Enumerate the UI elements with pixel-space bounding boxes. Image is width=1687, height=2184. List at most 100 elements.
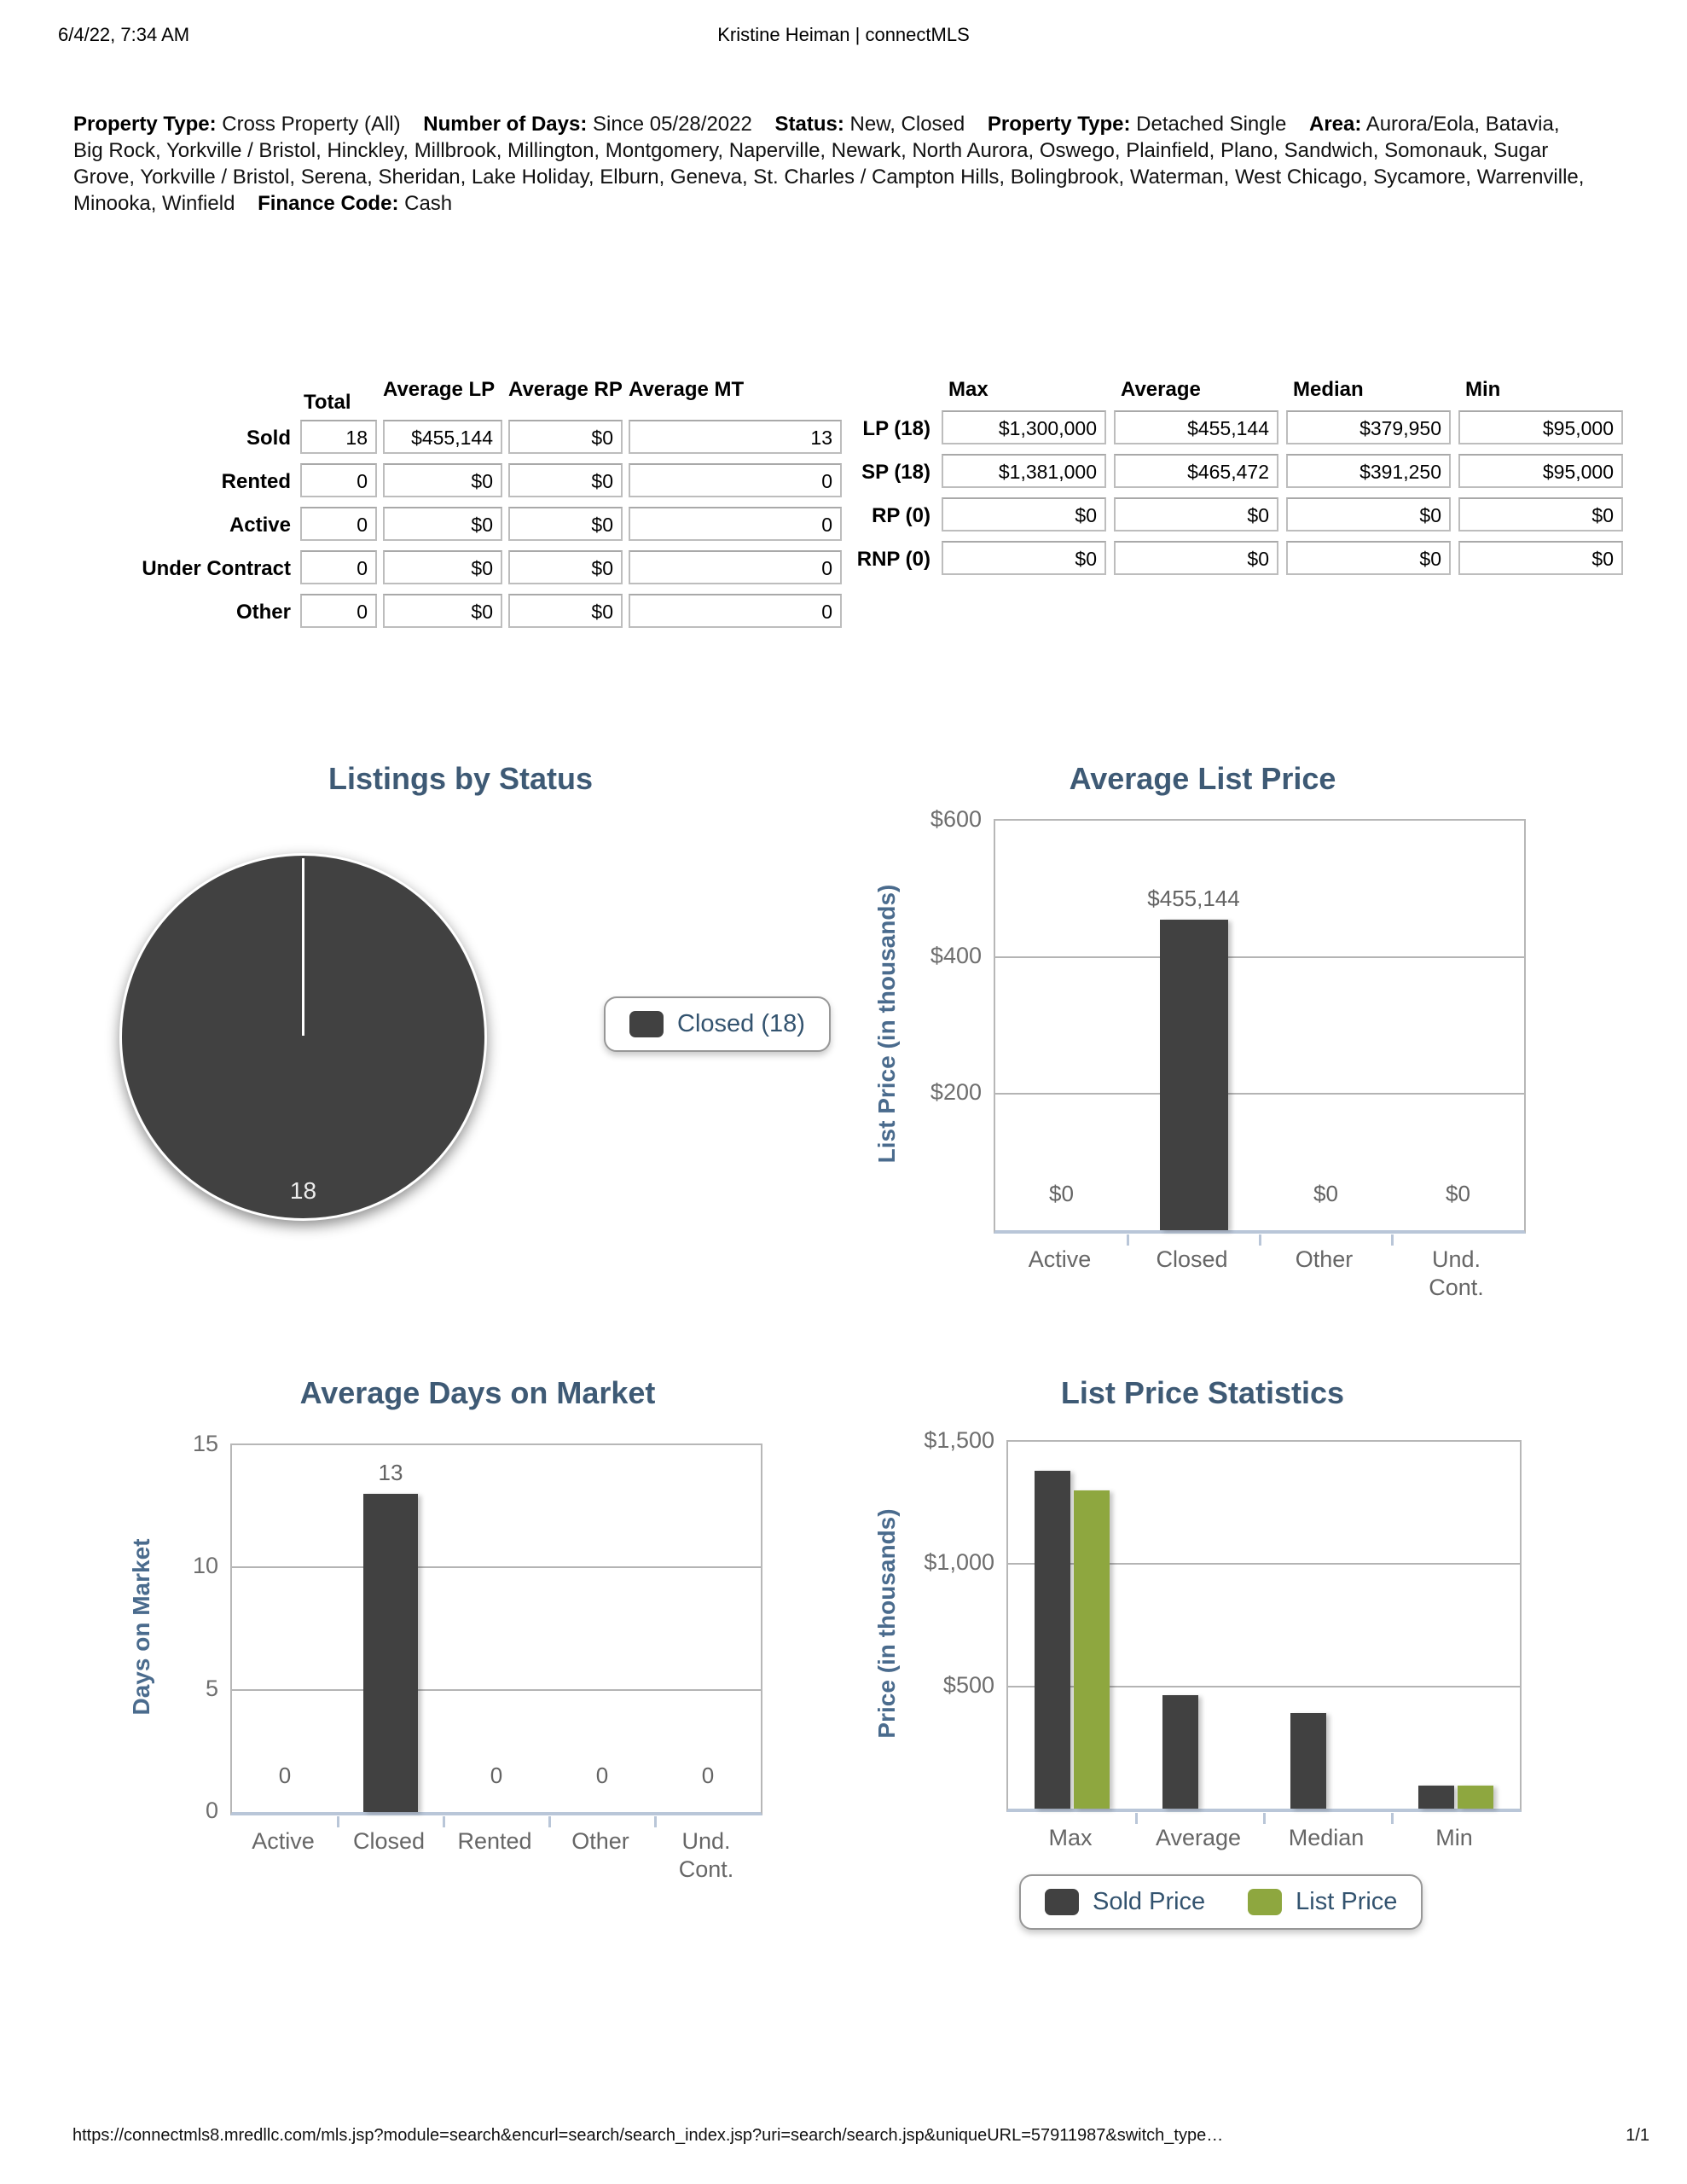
- table-cell: $0: [1286, 541, 1451, 575]
- gridline: [995, 1093, 1524, 1095]
- row-label: RNP (0): [856, 548, 930, 571]
- bar-list-price-min: [1458, 1785, 1493, 1809]
- average-days-on-market-chart: Average Days on Market Days on Market 15 1…: [119, 1375, 836, 1884]
- table-cell: $0: [508, 463, 623, 497]
- y-axis-label-text: Days on Market: [128, 1538, 154, 1716]
- y-tick-label: 15: [192, 1431, 218, 1456]
- y-tick-label: 10: [192, 1553, 218, 1579]
- x-category-label: Und. Cont.: [1429, 1246, 1484, 1300]
- bar-chart-body: Price (in thousands) $1,500 $1,000 $500 Max A…: [861, 1427, 1544, 1930]
- x-category-label: Other: [571, 1828, 629, 1854]
- table-cell: $455,144: [383, 420, 502, 454]
- table-cell: $1,381,000: [942, 454, 1106, 488]
- table-cell: $391,250: [1286, 454, 1451, 488]
- x-axis-tick: [654, 1816, 657, 1827]
- bar-value-label: 0: [278, 1763, 292, 1788]
- x-category-label: Other: [1295, 1246, 1354, 1272]
- table-cell: $0: [1286, 497, 1451, 531]
- sold-price-legend-swatch: [1045, 1889, 1079, 1915]
- table-cell: 0: [300, 463, 377, 497]
- bar-sold-price-max: [1035, 1471, 1070, 1809]
- legend-item: Sold Price: [1045, 1888, 1205, 1916]
- x-axis-tick: [443, 1816, 445, 1827]
- bar-chart-body: List Price (in thousands) $600 $400 $200 $0 $…: [861, 806, 1544, 1302]
- plot-row: Price (in thousands) $1,500 $1,000 $500: [861, 1427, 1544, 1824]
- bar-sold-price-min: [1418, 1785, 1454, 1809]
- table-corner: [81, 378, 294, 414]
- bar-value-label: 0: [701, 1763, 715, 1788]
- table-cell: 0: [300, 550, 377, 584]
- table-cell: $95,000: [1458, 410, 1623, 444]
- plot-area: $0 $455,144 $0 $0: [994, 819, 1526, 1246]
- status-summary-table: Total Average LP Average RP Average MT Sold 1…: [81, 378, 842, 631]
- table-cell: $0: [508, 594, 623, 628]
- x-category-label: Active: [1028, 1246, 1092, 1272]
- x-category-label: Min: [1435, 1825, 1473, 1850]
- column-header: Average LP: [383, 378, 496, 401]
- legend-label: List Price: [1296, 1888, 1398, 1915]
- price-stats-table: Max Average Median Min LP (18) $1,300,000 $455…: [849, 378, 1623, 578]
- page-indicator: 1/1: [1626, 2126, 1649, 2145]
- print-datetime: 6/4/22, 7:34 AM: [58, 24, 190, 45]
- column-header: Min: [1465, 378, 1501, 401]
- criteria-label: Property Type:: [987, 113, 1131, 136]
- y-ticks: $1,500 $1,000 $500: [913, 1427, 1006, 1807]
- x-category-label: Active: [252, 1828, 315, 1854]
- row-label: Active: [229, 514, 291, 537]
- x-axis-tick: [1135, 1813, 1138, 1824]
- criteria-label: Finance Code:: [258, 192, 399, 215]
- bar-sold-price-average: [1162, 1694, 1198, 1809]
- table-cell: $465,472: [1114, 454, 1278, 488]
- column-header: Total: [304, 391, 351, 414]
- criteria-label: Area:: [1308, 113, 1362, 136]
- x-axis-tick: [1127, 1234, 1129, 1246]
- gridline: [232, 1566, 761, 1569]
- table-cell: 18: [300, 420, 377, 454]
- x-axis-tick: [337, 1816, 339, 1827]
- table-corner: [849, 378, 934, 404]
- y-tick-label: 5: [205, 1675, 218, 1701]
- chart-legend-row: Sold Price List Price: [1019, 1874, 1544, 1930]
- criteria-label: Number of Days:: [423, 113, 588, 136]
- pie-plot: 18 Closed (18): [85, 799, 836, 1276]
- gridline: [995, 956, 1524, 958]
- y-ticks: 15 10 5 0: [164, 1431, 230, 1823]
- page-footer: https://connectmls8.mredllc.com/mls.jsp?…: [72, 2126, 1649, 2146]
- table-cell: $0: [1114, 497, 1278, 531]
- table-cell: 0: [629, 507, 842, 541]
- list-price-statistics-chart: List Price Statistics Price (in thousand…: [861, 1375, 1544, 1930]
- y-axis-label: List Price (in thousands): [861, 819, 913, 1228]
- bar-value-label: $0: [1049, 1181, 1074, 1206]
- bar-value-label: 13: [378, 1460, 403, 1486]
- table-cell: 0: [629, 550, 842, 584]
- closed-legend-label: Closed (18): [677, 1010, 805, 1037]
- table-cell: 13: [629, 420, 842, 454]
- x-category-label: Closed: [1156, 1246, 1228, 1272]
- table-cell: $0: [508, 507, 623, 541]
- row-label: LP (18): [862, 417, 930, 440]
- page-header: 6/4/22, 7:34 AM Kristine Heiman | connec…: [0, 24, 1687, 49]
- x-category-label: Max: [1048, 1825, 1093, 1850]
- row-label: Other: [235, 601, 291, 624]
- y-ticks: $600 $400 $200: [913, 806, 994, 1228]
- y-axis-label: Days on Market: [119, 1443, 164, 1810]
- y-tick-label: 0: [205, 1798, 218, 1823]
- y-tick-label: $1,500: [924, 1427, 994, 1453]
- y-axis-label: Price (in thousands): [861, 1440, 913, 1807]
- y-axis-label-text: Price (in thousands): [873, 1508, 900, 1739]
- bar-closed: [1159, 919, 1228, 1230]
- average-list-price-chart: Average List Price List Price (in thousa…: [861, 761, 1544, 1302]
- table-cell: $0: [1458, 541, 1623, 575]
- pie-legend: Closed (18): [604, 996, 831, 1052]
- x-axis-tick: [548, 1816, 551, 1827]
- plot-area: [1006, 1440, 1522, 1824]
- x-categories: Max Average Median Min: [1006, 1812, 1518, 1852]
- table-cell: 0: [300, 594, 377, 628]
- table-cell: $455,144: [1114, 410, 1278, 444]
- footer-url: https://connectmls8.mredllc.com/mls.jsp?…: [72, 2126, 1224, 2145]
- pie-slice-divider: [302, 858, 304, 1036]
- table-cell: $379,950: [1286, 410, 1451, 444]
- criteria-label: Status:: [774, 113, 844, 136]
- table-cell: $0: [383, 550, 502, 584]
- table-cell: $0: [383, 594, 502, 628]
